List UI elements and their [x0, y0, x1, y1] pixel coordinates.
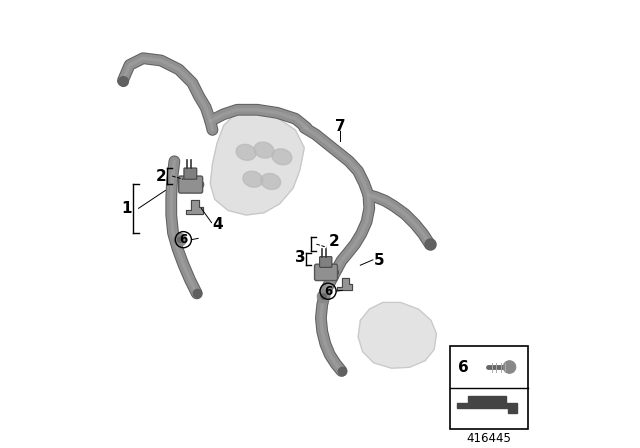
Polygon shape [358, 302, 436, 368]
Text: 7: 7 [335, 119, 346, 134]
Text: 6: 6 [324, 284, 332, 298]
Ellipse shape [243, 171, 263, 187]
FancyBboxPatch shape [314, 264, 337, 280]
Circle shape [317, 290, 330, 303]
Ellipse shape [236, 144, 256, 160]
Text: 5: 5 [374, 253, 385, 268]
Polygon shape [186, 200, 203, 214]
Circle shape [321, 294, 326, 299]
FancyBboxPatch shape [184, 168, 196, 179]
Polygon shape [210, 112, 305, 215]
Bar [450, 346, 528, 429]
Text: 2: 2 [156, 169, 166, 185]
Ellipse shape [272, 149, 292, 165]
Circle shape [177, 237, 183, 242]
Text: 3: 3 [294, 250, 305, 265]
Circle shape [174, 233, 186, 246]
Polygon shape [457, 396, 517, 413]
Ellipse shape [316, 266, 339, 279]
Text: 6: 6 [458, 360, 468, 375]
Text: 6: 6 [179, 233, 188, 246]
Text: 4: 4 [212, 216, 223, 232]
Ellipse shape [180, 178, 204, 191]
Circle shape [503, 361, 516, 373]
Ellipse shape [260, 173, 281, 190]
Text: 2: 2 [329, 234, 340, 250]
Text: 1: 1 [121, 201, 132, 216]
Text: 416445: 416445 [467, 431, 511, 445]
FancyBboxPatch shape [179, 176, 203, 193]
FancyBboxPatch shape [319, 257, 332, 267]
Polygon shape [337, 278, 353, 290]
Ellipse shape [254, 142, 274, 158]
